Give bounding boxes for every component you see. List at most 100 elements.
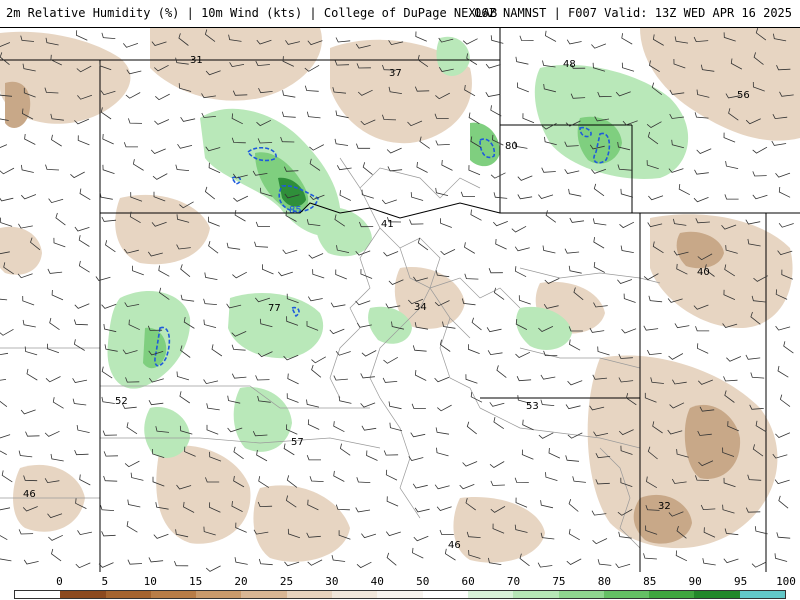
wind-barb: [101, 531, 116, 537]
wind-barb: [154, 119, 170, 125]
wind-barb: [179, 425, 193, 435]
colorbar-tick-label: 90: [688, 575, 702, 588]
wind-barb: [102, 164, 115, 174]
wind-barb: [231, 137, 246, 144]
wind-barb: [725, 161, 739, 169]
wind-barb: [231, 501, 243, 512]
wind-barb: [79, 188, 91, 201]
wind-barb: [564, 169, 580, 174]
wind-barb: [438, 66, 454, 72]
wind-barb: [70, 171, 85, 179]
wind-barb: [254, 297, 271, 303]
wind-barb: [489, 402, 505, 407]
wind-barb: [232, 90, 248, 96]
wind-barb: [698, 460, 714, 467]
wind-barb: [517, 395, 531, 404]
station-value: 37: [389, 68, 402, 79]
wind-barb: [48, 198, 64, 204]
wind-barb: [673, 250, 689, 256]
wind-barb: [485, 63, 501, 69]
wind-barb: [515, 497, 528, 508]
wind-barb: [724, 264, 736, 277]
wind-barb: [416, 161, 428, 173]
wind-barb: [361, 533, 377, 539]
wind-barb: [334, 60, 350, 66]
wind-barb: [286, 475, 298, 488]
wind-barb: [543, 350, 558, 357]
wind-barb: [593, 237, 605, 249]
wind-barb: [78, 235, 90, 247]
colorbar-swatch: [603, 591, 650, 598]
wind-barb: [101, 32, 116, 39]
wind-barb: [750, 311, 761, 325]
wind-barb: [466, 531, 481, 538]
wind-barb: [543, 83, 556, 93]
wind-barb: [544, 278, 560, 284]
wind-barb: [540, 532, 555, 540]
wind-barb: [592, 374, 608, 380]
wind-barb: [50, 113, 64, 121]
wind-barb: [699, 406, 715, 412]
wind-barb: [668, 353, 684, 360]
wind-barb: [724, 194, 739, 200]
wind-barb: [304, 85, 319, 92]
wind-barb: [158, 265, 170, 277]
colorbar-tick-label: 100: [776, 575, 796, 588]
wind-barb: [592, 218, 607, 226]
wind-barb: [388, 279, 404, 285]
wind-barb: [414, 370, 427, 381]
wind-barb: [620, 445, 633, 455]
wind-barb: [355, 300, 371, 306]
wind-barb: [180, 294, 195, 302]
wind-barb: [565, 120, 581, 127]
wind-barb: [412, 547, 424, 559]
wind-barb: [0, 42, 11, 47]
wind-barb: [772, 453, 788, 459]
wind-barb: [778, 223, 794, 228]
colorbar-swatch: [332, 591, 378, 598]
wind-barb: [306, 532, 321, 538]
wind-barb: [103, 451, 119, 457]
wind-barb: [567, 380, 583, 386]
wind-barb: [645, 504, 660, 511]
wind-barb: [391, 321, 404, 330]
wind-barb: [153, 191, 166, 202]
wind-barb: [51, 289, 64, 301]
colorbar-tick-label: 0: [56, 575, 63, 588]
wind-barb: [721, 224, 737, 230]
wind-barb: [434, 300, 450, 307]
wind-barb: [1, 470, 13, 483]
colorbar-tick-label: 25: [279, 575, 294, 588]
colorbar-swatch: [105, 591, 151, 598]
wind-barb: [233, 195, 249, 202]
wind-barb: [618, 429, 634, 436]
wind-barb: [204, 29, 216, 42]
wind-barb: [438, 37, 454, 43]
station-value: 53: [526, 401, 539, 412]
wind-barb: [47, 268, 63, 274]
wind-barb: [285, 40, 300, 45]
wind-barb: [101, 216, 117, 222]
wind-barb: [125, 92, 141, 99]
wind-barb: [519, 35, 534, 41]
wind-barb: [130, 192, 143, 202]
wind-barb: [723, 132, 736, 143]
wind-barb: [696, 89, 710, 98]
colorbar-tick-label: 85: [643, 575, 657, 588]
wind-barb: [749, 404, 764, 410]
colorbar-swatch: [649, 591, 695, 598]
wind-barb: [0, 328, 14, 336]
wind-barb: [284, 561, 300, 567]
colorbar-swatch: [150, 591, 197, 598]
wind-barb: [543, 303, 559, 309]
wind-barb: [51, 548, 62, 562]
wind-barb: [0, 434, 11, 439]
wind-barb: [436, 506, 452, 511]
wind-barb: [0, 298, 8, 301]
wind-barb: [435, 140, 450, 146]
colorbar-tick-label: 75: [552, 575, 566, 588]
wind-barb: [542, 245, 556, 254]
wind-barb: [410, 192, 424, 201]
wind-barb: [694, 169, 709, 175]
wind-barb: [441, 159, 453, 171]
